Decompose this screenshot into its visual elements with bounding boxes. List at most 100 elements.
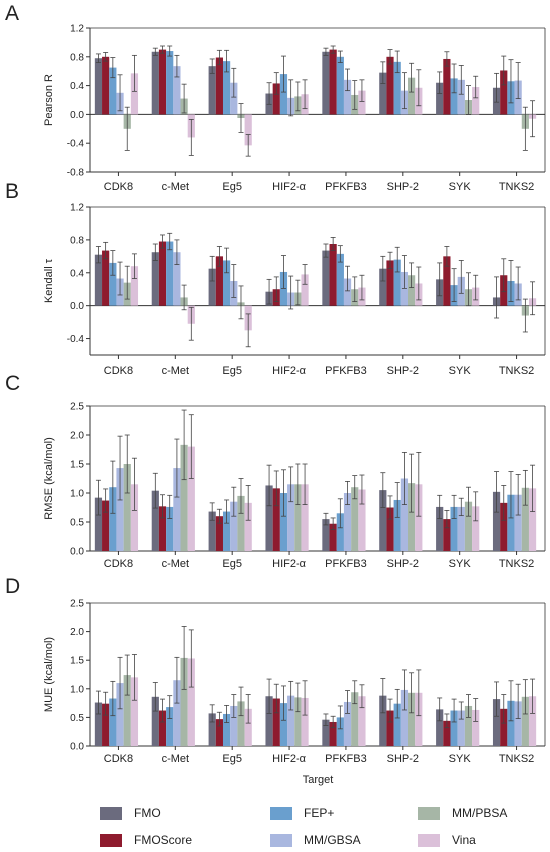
bar-fmo-hif2 <box>265 485 273 551</box>
bar-fep-shp-2 <box>393 259 401 306</box>
bar-mm-pbsa-c-met <box>180 444 188 551</box>
category-label-syk: SYK <box>449 558 472 570</box>
bar-mm-pbsa-hif2 <box>294 484 302 551</box>
legend-swatch-fmo <box>100 806 122 820</box>
bar-vina-hif2 <box>301 274 309 306</box>
bar-vina-syk <box>472 709 480 746</box>
y-tick-label: 2.5 <box>70 599 84 610</box>
bar-mm-pbsa-shp-2 <box>408 275 416 306</box>
legend-item-fep: FEP+ <box>270 806 334 820</box>
bar-fmoscore-c-met <box>158 506 167 551</box>
bar-fep-c-met <box>166 241 174 306</box>
bar-fmo-c-met <box>151 51 159 115</box>
bar-mm-gbsa-pfkfb3 <box>343 79 352 115</box>
bar-fmo-cdk8 <box>94 702 103 746</box>
legend-item-mmpbsa: MM/PBSA <box>418 806 507 820</box>
category-label-syk: SYK <box>449 181 472 193</box>
bar-fmo-c-met <box>151 252 159 306</box>
bar-fmoscore-syk <box>443 720 451 746</box>
bar-mm-gbsa-pfkfb3 <box>343 278 352 306</box>
bar-fmoscore-hif2 <box>272 83 280 115</box>
bar-fmo-tnks2 <box>492 491 501 551</box>
category-label-hif2: HIF2-α <box>272 558 307 570</box>
y-tick-label: 0.5 <box>70 518 84 529</box>
category-label-shp-2: SHP-2 <box>387 181 419 193</box>
bar-fep-shp-2 <box>393 703 401 746</box>
y-tick-label: 0.4 <box>70 81 84 92</box>
y-tick-label: 1.2 <box>70 203 84 214</box>
bar-mm-pbsa-shp-2 <box>408 483 416 551</box>
bar-fmoscore-c-met <box>158 710 167 746</box>
category-label-cdk8: CDK8 <box>104 181 133 193</box>
bar-mm-pbsa-hif2 <box>294 697 302 746</box>
bar-fmoscore-pfkfb3 <box>329 523 337 551</box>
bar-fmo-tnks2 <box>492 699 501 746</box>
category-label-cdk8: CDK8 <box>104 753 133 765</box>
bar-fep-cdk8 <box>109 262 117 306</box>
bar-mm-gbsa-c-met <box>173 252 181 306</box>
bar-fmoscore-cdk8 <box>102 250 110 306</box>
bar-vina-hif2 <box>301 484 309 551</box>
bar-mm-gbsa-cdk8 <box>116 468 124 551</box>
bar-fmo-syk <box>436 709 444 746</box>
bar-fmo-shp-2 <box>379 695 387 746</box>
bar-mm-pbsa-pfkfb3 <box>351 487 359 551</box>
bar-fmoscore-eg5 <box>215 57 223 115</box>
bar-vina-c-met <box>187 658 195 746</box>
bar-fmoscore-cdk8 <box>102 500 110 551</box>
y-tick-label: 0.0 <box>70 301 84 312</box>
bar-mm-pbsa-eg5 <box>237 701 245 746</box>
bar-mm-gbsa-shp-2 <box>400 478 409 551</box>
bar-fep-cdk8 <box>109 67 117 115</box>
legend-item-fmo: FMO <box>100 806 161 820</box>
y-tick-label: 1.5 <box>70 460 84 471</box>
bar-fmo-pfkfb3 <box>322 719 330 746</box>
legend-item-fmoscore: FMOScore <box>100 833 192 847</box>
bar-mm-pbsa-cdk8 <box>123 464 131 551</box>
bar-mm-pbsa-eg5 <box>237 495 245 551</box>
bar-fmoscore-syk <box>443 519 451 551</box>
bar-mm-gbsa-tnks2 <box>514 701 522 746</box>
bar-mm-pbsa-tnks2 <box>521 487 529 551</box>
bar-fmo-syk <box>436 506 444 551</box>
bar-fmo-pfkfb3 <box>322 250 330 306</box>
bar-mm-pbsa-shp-2 <box>408 77 416 115</box>
category-label-tnks2: TNKS2 <box>499 558 534 570</box>
bar-fep-hif2 <box>279 493 288 551</box>
bar-mm-pbsa-shp-2 <box>408 692 416 746</box>
legend-swatch-mmpbsa <box>418 806 440 820</box>
bar-vina-tnks2 <box>528 696 537 746</box>
y-tick-label: -0.4 <box>67 334 85 345</box>
bar-fep-tnks2 <box>507 494 515 551</box>
bar-fep-hif2 <box>279 271 288 306</box>
bar-fmo-pfkfb3 <box>322 51 330 115</box>
chart-panel-d: 0.0 0.5 1.0 1.5 2.0 2.5 MUE (kcal/mol) CDK8 c-Me… <box>43 599 546 765</box>
bar-mm-pbsa-c-met <box>180 657 188 746</box>
bar-fmo-shp-2 <box>379 268 387 306</box>
bar-mm-gbsa-c-met <box>173 468 181 551</box>
bar-fep-eg5 <box>222 511 231 551</box>
legend: FMO FMOScore FEP+ MM/GBSA MM/PBSA Vina <box>0 800 550 852</box>
bar-vina-pfkfb3 <box>358 489 366 551</box>
category-label-eg5: Eg5 <box>222 365 242 377</box>
bar-fep-eg5 <box>222 260 231 306</box>
bar-vina-pfkfb3 <box>358 696 366 746</box>
bar-mm-gbsa-shp-2 <box>400 271 409 306</box>
category-label-shp-2: SHP-2 <box>387 365 419 377</box>
category-label-hif2: HIF2-α <box>272 365 307 377</box>
y-tick-label: 0.4 <box>70 268 84 279</box>
panel-letter-b: B <box>5 180 20 203</box>
bar-fep-c-met <box>166 506 174 551</box>
bar-fmo-cdk8 <box>94 497 103 551</box>
bar-mm-gbsa-syk <box>457 710 465 746</box>
category-label-tnks2: TNKS2 <box>499 181 534 193</box>
category-label-pfkfb3: PFKFB3 <box>325 365 367 377</box>
bar-vina-tnks2 <box>528 488 537 551</box>
y-tick-label: 0.5 <box>70 713 84 724</box>
y-tick-label: -0.4 <box>67 139 85 150</box>
bar-vina-eg5 <box>244 708 252 746</box>
bar-fmoscore-cdk8 <box>102 56 110 115</box>
bar-fmo-pfkfb3 <box>322 519 330 551</box>
legend-label-fep: FEP+ <box>304 806 335 820</box>
